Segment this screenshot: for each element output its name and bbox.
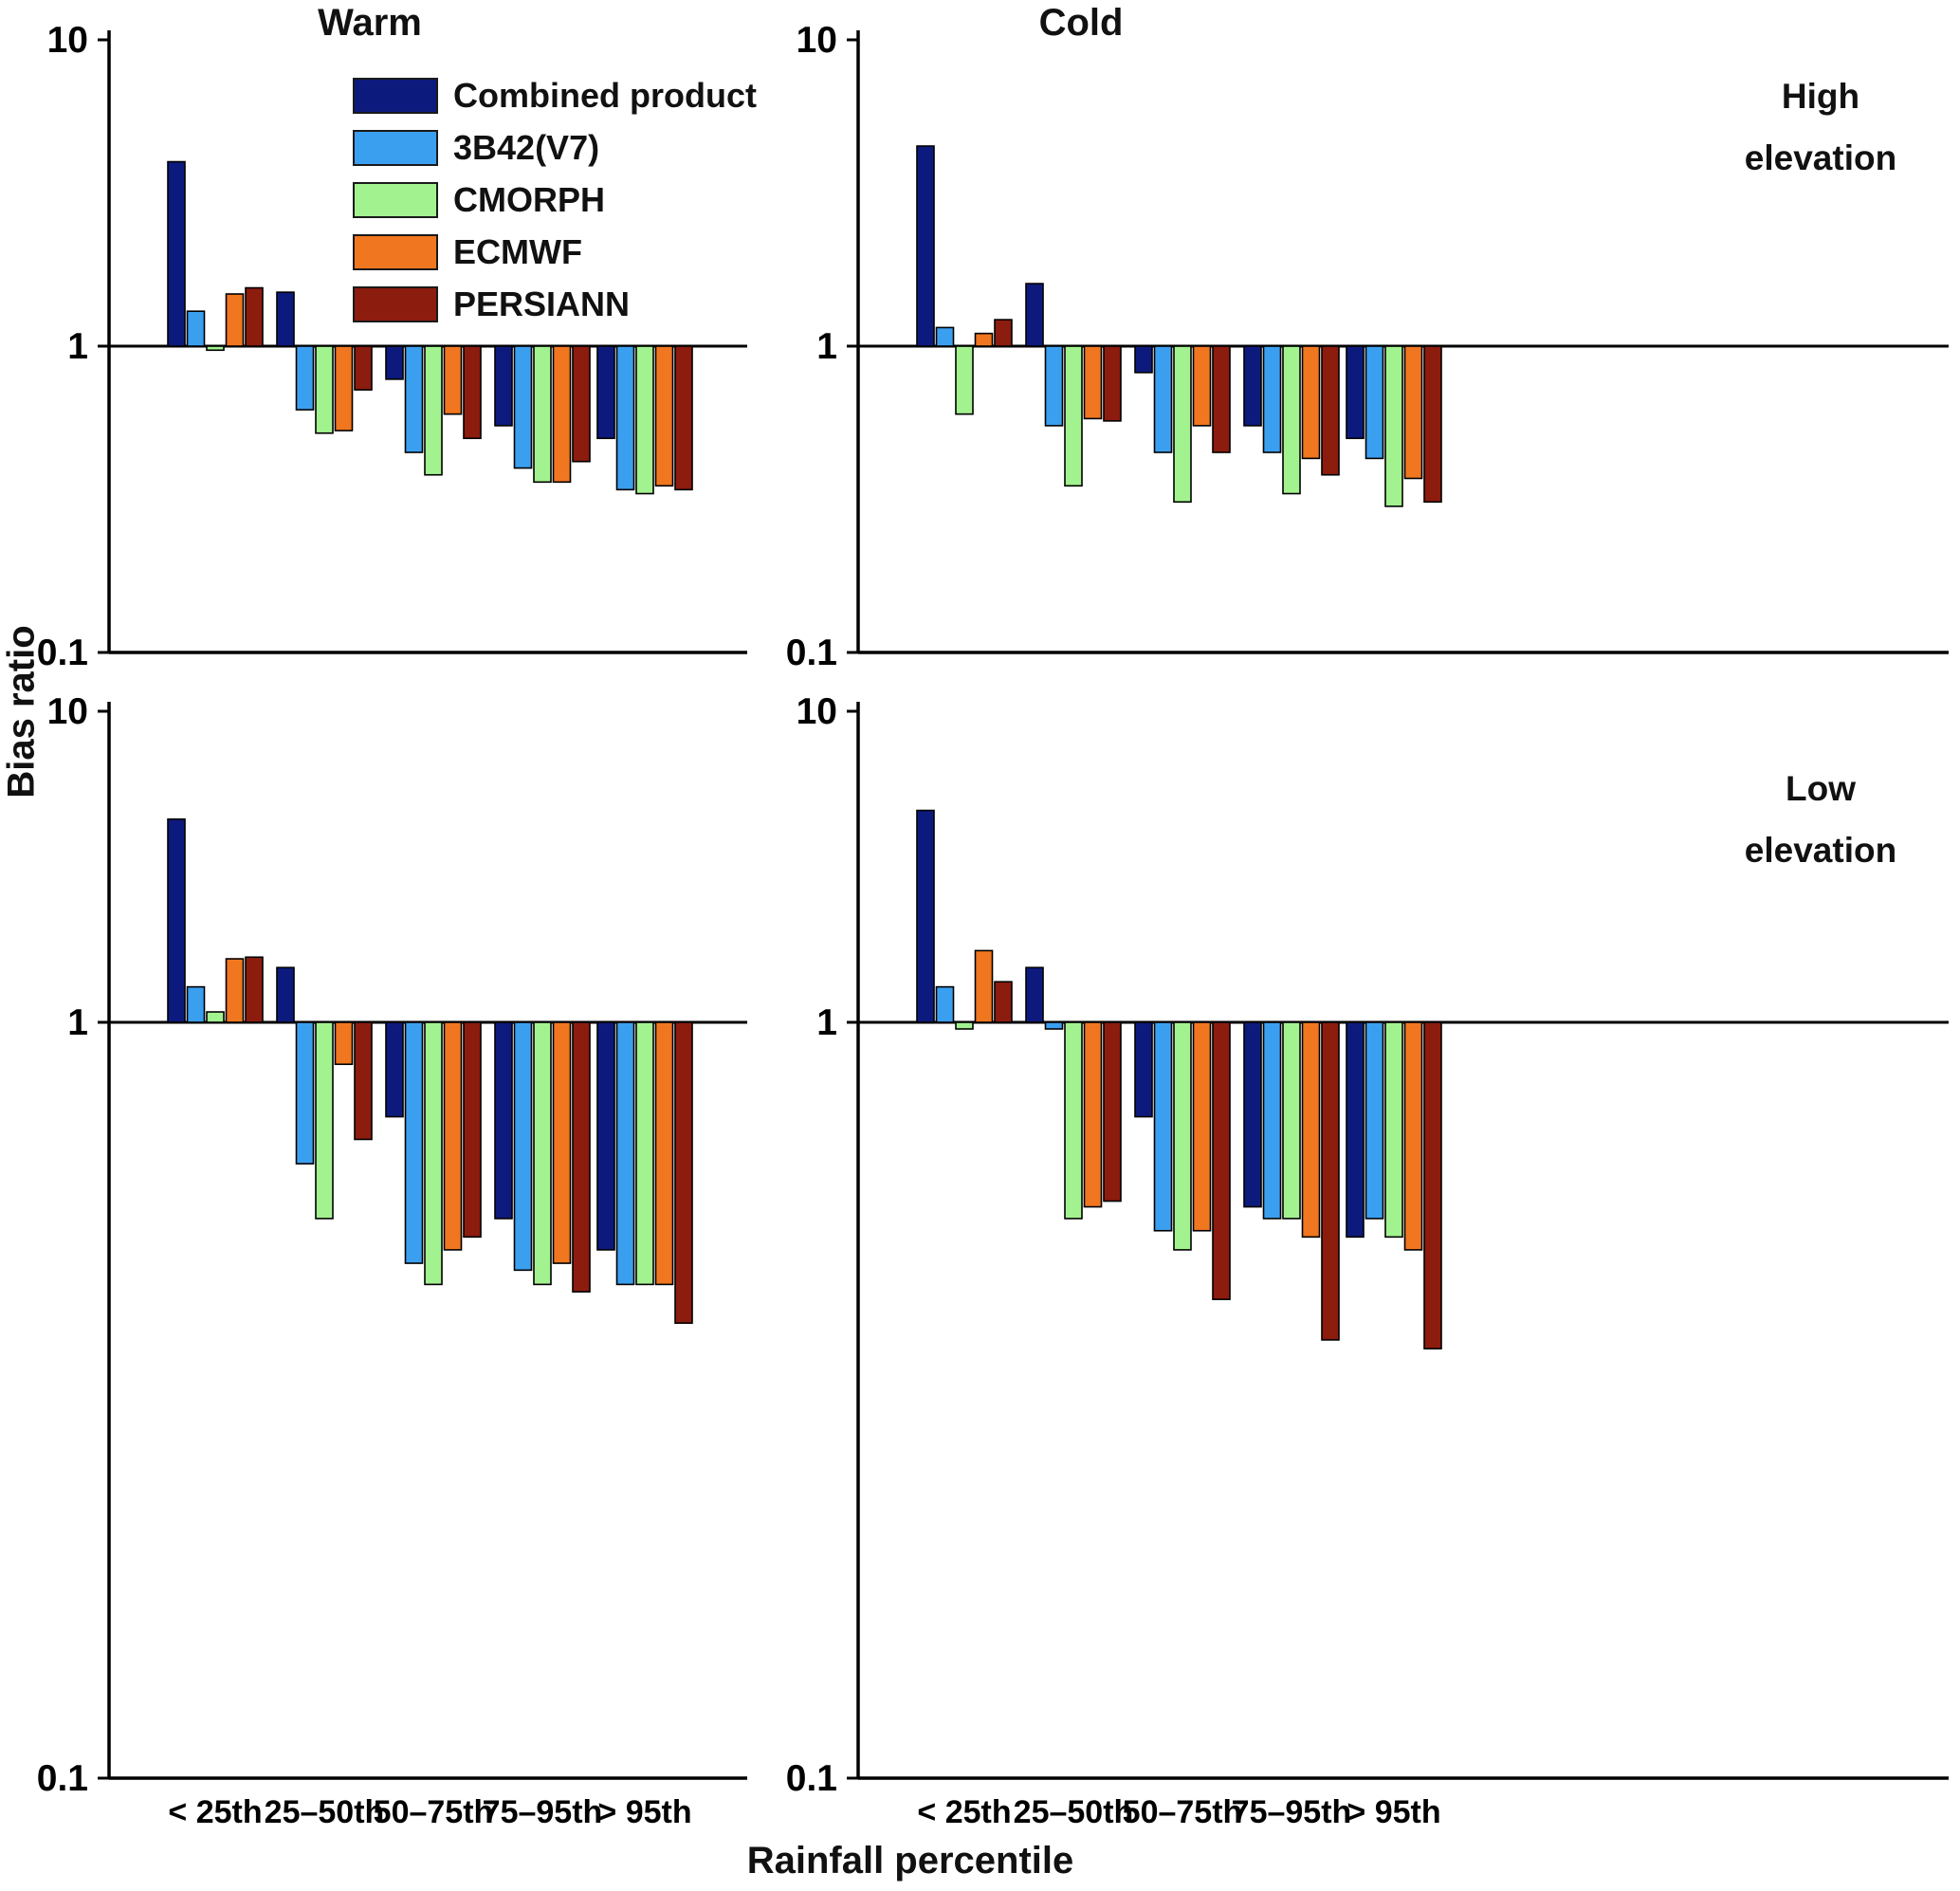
svg-text:< 25th: < 25th — [168, 1794, 262, 1830]
panel-warm-high: 10 1 0.1 Warm Combined product 3B42(V7) CM… — [0, 0, 759, 673]
legend-item-persiann: PERSIANN — [353, 285, 757, 324]
legend: Combined product 3B42(V7) CMORPH ECMWF P… — [353, 76, 757, 337]
svg-text:10: 10 — [797, 691, 837, 732]
svg-text:0.1: 0.1 — [37, 633, 88, 673]
svg-text:0.1: 0.1 — [37, 1758, 88, 1799]
svg-text:50–75th: 50–75th — [1123, 1794, 1243, 1830]
legend-item-ecmwf: ECMWF — [353, 232, 757, 272]
svg-text:1: 1 — [67, 1002, 88, 1043]
legend-label: ECMWF — [453, 232, 582, 271]
legend-swatch-cmorph — [353, 182, 438, 218]
panel-warm-low: 10 1 0.1 < 25th 25–50th 50–75th 75–95th > 95th — [0, 691, 759, 1840]
legend-swatch-ecmwf — [353, 234, 438, 270]
annotation-line: elevation — [1744, 830, 1897, 870]
svg-text:10: 10 — [797, 20, 837, 61]
elevation-annotation-high: High elevation — [1697, 66, 1944, 190]
svg-text:50–75th: 50–75th — [374, 1794, 494, 1830]
svg-text:75–95th: 75–95th — [483, 1794, 603, 1830]
annotation-line: Low — [1786, 769, 1856, 808]
annotation-line: elevation — [1744, 138, 1897, 177]
elevation-annotation-low: Low elevation — [1697, 759, 1944, 882]
legend-swatch-3b42 — [353, 130, 438, 166]
legend-label: PERSIANN — [453, 285, 631, 323]
legend-label: Combined product — [453, 76, 757, 115]
svg-text:1: 1 — [816, 1002, 837, 1043]
legend-item-combined-product: Combined product — [353, 76, 757, 116]
annotation-line: High — [1781, 77, 1860, 116]
svg-text:0.1: 0.1 — [786, 633, 837, 673]
svg-text:> 95th: > 95th — [597, 1794, 691, 1830]
legend-label: 3B42(V7) — [453, 128, 600, 167]
chart-title-cold: Cold — [1038, 2, 1124, 44]
svg-text:25–50th: 25–50th — [1014, 1794, 1134, 1830]
legend-label: CMORPH — [453, 180, 605, 219]
svg-text:1: 1 — [67, 326, 88, 367]
svg-text:25–50th: 25–50th — [265, 1794, 385, 1830]
x-axis-label: Rainfall percentile — [746, 1840, 1074, 1882]
svg-text:0.1: 0.1 — [786, 1758, 837, 1799]
chart-title-warm: Warm — [318, 2, 422, 44]
chart-cold-high-elevation: 10 1 0.1 — [786, 20, 1949, 673]
svg-text:75–95th: 75–95th — [1232, 1794, 1352, 1830]
svg-text:< 25th: < 25th — [917, 1794, 1011, 1830]
panel-cold-low: 10 1 0.1 < 25th 25–50th 50–75th 75–95th > 95th … — [749, 691, 1960, 1840]
legend-swatch-combined-product — [353, 78, 438, 114]
chart-warm-high-elevation: 10 1 0.1 — [37, 20, 747, 673]
svg-text:10: 10 — [47, 691, 88, 732]
panel-cold-high: 10 1 0.1 Cold High elevation — [749, 0, 1960, 673]
legend-item-3b42: 3B42(V7) — [353, 128, 757, 168]
svg-text:> 95th: > 95th — [1346, 1794, 1440, 1830]
legend-item-cmorph: CMORPH — [353, 180, 757, 220]
legend-swatch-persiann — [353, 286, 438, 322]
svg-text:1: 1 — [816, 326, 837, 367]
svg-text:10: 10 — [47, 20, 88, 61]
